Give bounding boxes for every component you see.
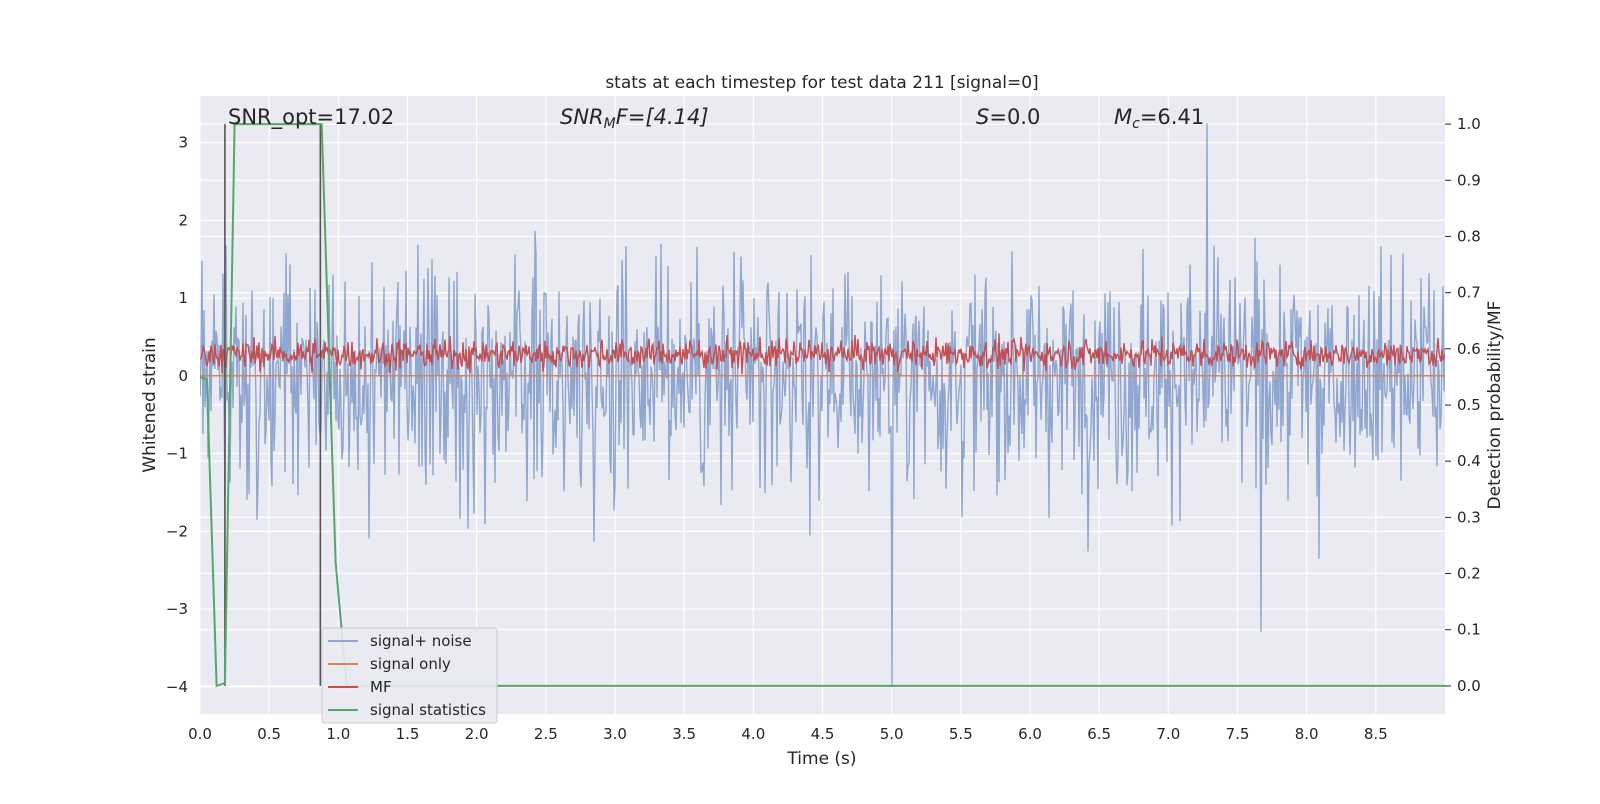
tick-labels: 0.0 0.5 1.0 1.5 2.0 2.5 3.0 3.5 4.0 4.5 5.0 5.5 6.0 6…: [166, 115, 1481, 743]
legend-label: MF: [370, 678, 392, 696]
annotation-snr-mf: SNRMF=[4.14]: [560, 105, 709, 132]
annotation-s: S=0.0: [976, 105, 1040, 129]
y-axis-label: Whitened strain: [140, 337, 160, 472]
y-tick-label: 1: [178, 289, 188, 307]
x-tick-label: 8.0: [1295, 725, 1319, 743]
x-tick-label: 2.0: [465, 725, 489, 743]
y2-tick-label: 0.4: [1457, 452, 1481, 470]
y-tick-label: −2: [166, 522, 188, 540]
x-tick-label: 3.5: [672, 725, 696, 743]
annotation-snr-mf-base: SNR: [560, 105, 604, 129]
legend: signal+ noise signal only MF signal stat…: [321, 627, 498, 724]
y2-tick-label: 0.2: [1457, 565, 1481, 583]
series-signal-noise: [200, 123, 1445, 687]
legend-entry: signal only: [328, 655, 451, 673]
x-tick-label: 8.5: [1364, 725, 1388, 743]
x-tick-label: 2.5: [534, 725, 558, 743]
y2-tick-label: 0.5: [1457, 396, 1481, 414]
y-tick-label: −3: [166, 600, 188, 618]
x-tick-label: 7.0: [1156, 725, 1180, 743]
x-tick-label: 6.5: [1087, 725, 1111, 743]
x-tick-label: 4.5: [811, 725, 835, 743]
annotation-mc-value: =6.41: [1140, 105, 1204, 129]
legend-label: signal only: [370, 655, 451, 673]
annotation-snr-mf-sub: M: [604, 116, 616, 132]
y2-tick-label: 0.1: [1457, 621, 1481, 639]
legend-entry: signal+ noise: [328, 632, 472, 650]
legend-box: [321, 627, 498, 724]
y2-tick-label: 0.9: [1457, 171, 1481, 189]
x-tick-label: 7.5: [1226, 725, 1250, 743]
y-tick-label: −4: [166, 678, 188, 696]
annotation-mc: Mc=6.41: [1114, 105, 1204, 132]
y-tick-label: −1: [166, 445, 188, 463]
annotation-snr-mf-rest: F=[4.14]: [616, 105, 709, 129]
annotation-snr-opt: SNR_opt=17.02: [228, 105, 394, 130]
chart-title: stats at each timestep for test data 211…: [605, 73, 1038, 93]
annotation-mc-sub: c: [1132, 116, 1140, 132]
annotation-mc-var: M: [1114, 105, 1132, 129]
y2-tick-label: 0.0: [1457, 677, 1481, 695]
x-tick-label: 1.5: [396, 725, 420, 743]
y-tick-label: 0: [178, 367, 188, 385]
x-tick-label: 3.0: [603, 725, 627, 743]
x-tick-label: 6.0: [1018, 725, 1042, 743]
legend-entry: signal statistics: [328, 701, 486, 719]
y-tick-label: 2: [178, 211, 188, 229]
legend-entry: MF: [328, 678, 392, 696]
x-tick-label: 5.0: [880, 725, 904, 743]
x-axis-label: Time (s): [786, 749, 856, 769]
x-tick-label: 0.0: [188, 725, 212, 743]
y2-tick-label: 0.7: [1457, 284, 1481, 302]
legend-label: signal statistics: [370, 701, 486, 719]
series-mf: [200, 333, 1445, 375]
y2-tick-label: 0.3: [1457, 508, 1481, 526]
y2-tick-label: 0.8: [1457, 227, 1481, 245]
y2-tick-label: 1.0: [1457, 115, 1481, 133]
x-tick-label: 5.5: [949, 725, 973, 743]
y2-tick-label: 0.6: [1457, 340, 1481, 358]
annotation-s-var: S: [976, 105, 989, 129]
y2-axis-label: Detection probability/MF: [1485, 301, 1505, 510]
y-tick-label: 3: [178, 134, 188, 152]
x-tick-label: 0.5: [257, 725, 281, 743]
annotation-s-value: =0.0: [989, 105, 1040, 129]
annotations: SNR_opt=17.02 SNRMF=[4.14] S=0.0 Mc=6.41: [228, 105, 1204, 132]
x-tick-label: 4.0: [741, 725, 765, 743]
x-tick-label: 1.0: [326, 725, 350, 743]
legend-label: signal+ noise: [370, 632, 472, 650]
